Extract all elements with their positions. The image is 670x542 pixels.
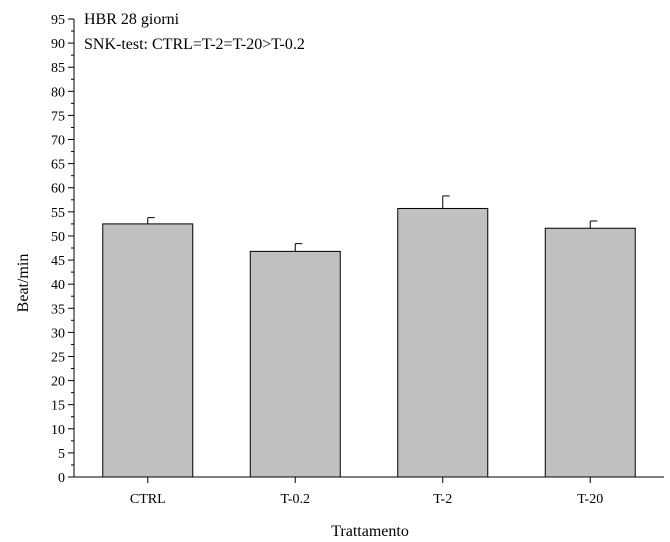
x-tick-label: T-0.2 — [281, 492, 310, 507]
bars-group — [102, 207, 636, 478]
bar-t-0-2 — [249, 250, 341, 478]
bar-t-20 — [544, 227, 636, 478]
x-tick-label: T-2 — [433, 492, 452, 507]
y-tick-label: 30 — [51, 326, 65, 341]
x-tick-label: CTRL — [130, 492, 166, 507]
annotation-snk-test: SNK-test: CTRL=T-2=T-20>T-0.2 — [84, 36, 305, 53]
error-bars-group — [147, 195, 598, 252]
y-tick-label: 55 — [51, 206, 65, 221]
y-tick-label: 75 — [51, 109, 65, 124]
y-tick-label: 80 — [51, 85, 65, 100]
annotation-title: HBR 28 giorni — [84, 11, 180, 28]
y-tick-label: 60 — [51, 182, 65, 197]
y-tick-label: 10 — [51, 423, 65, 438]
x-tick-label: T-20 — [577, 492, 603, 507]
bar-ctrl — [102, 223, 194, 478]
y-tick-label: 85 — [51, 61, 65, 76]
y-tick-label: 40 — [51, 278, 65, 293]
y-tick-label: 15 — [51, 399, 65, 414]
y-tick-label: 35 — [51, 302, 65, 317]
y-tick-label: 95 — [51, 13, 65, 28]
y-axis-label: Beat/min — [15, 254, 32, 313]
x-ticks-group: CTRL T-0.2 T-2 T-20 — [130, 477, 603, 507]
y-tick-label: 70 — [51, 134, 65, 149]
y-tick-label: 90 — [51, 37, 65, 52]
y-tick-label: 50 — [51, 230, 65, 245]
y-tick-label: 25 — [51, 350, 65, 365]
y-tick-label: 65 — [51, 158, 65, 173]
y-tick-label: 5 — [58, 447, 65, 462]
bar-t-2 — [397, 207, 489, 478]
y-ticks-group: 0 5 10 15 20 25 30 35 40 45 50 55 60 65 70 75 80 85 90 95 — [51, 13, 74, 486]
chart-annotations: HBR 28 giorni SNK-test: CTRL=T-2=T-20>T-… — [84, 11, 305, 53]
y-tick-label: 45 — [51, 254, 65, 269]
x-axis-label: Trattamento — [331, 523, 409, 540]
y-tick-label: 0 — [58, 471, 65, 486]
y-tick-label: 20 — [51, 375, 65, 390]
